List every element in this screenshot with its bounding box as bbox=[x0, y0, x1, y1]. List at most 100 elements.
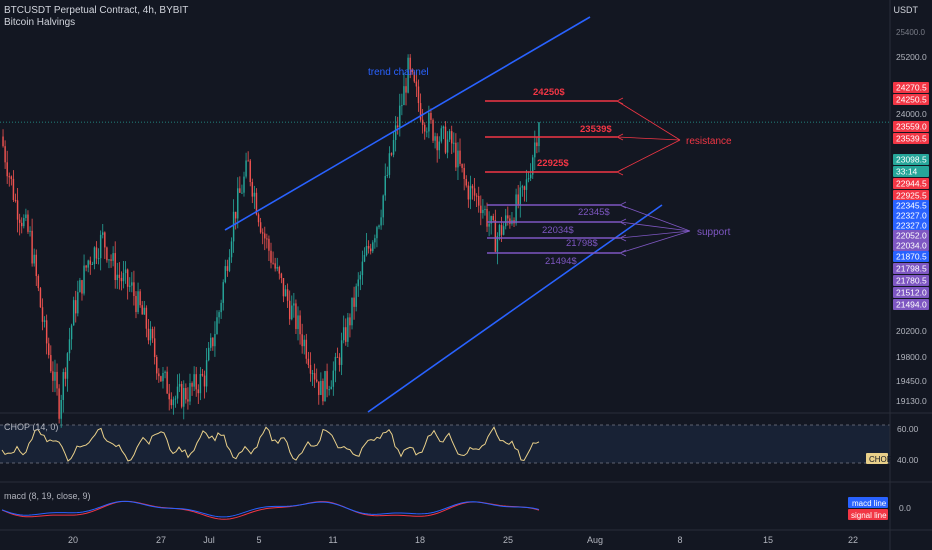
candle-body bbox=[174, 398, 177, 400]
candle-body bbox=[10, 176, 13, 179]
candle-body bbox=[407, 57, 409, 93]
candle-body bbox=[145, 307, 148, 329]
price-tag-bg bbox=[893, 190, 929, 201]
resistance-level-label: 23539$ bbox=[580, 124, 612, 135]
support-pointer bbox=[619, 230, 691, 239]
candle-body bbox=[212, 337, 214, 347]
candle-body bbox=[126, 269, 129, 287]
candle-body bbox=[54, 371, 56, 381]
candle-body bbox=[77, 292, 79, 314]
candle-body bbox=[342, 327, 345, 341]
candle-body bbox=[237, 188, 239, 219]
candle-body bbox=[133, 282, 135, 297]
price-tag-label: 23098.5 bbox=[896, 155, 927, 165]
price-tag-bg bbox=[893, 154, 929, 165]
candle-body bbox=[417, 86, 420, 104]
price-tag-bg bbox=[893, 178, 929, 189]
chop-label: CHOP (14, 0) bbox=[4, 422, 59, 432]
candle-body bbox=[369, 248, 372, 252]
support-level-label: 21494$ bbox=[545, 256, 577, 267]
price-tag-bg bbox=[893, 82, 929, 93]
candle-body bbox=[388, 153, 391, 175]
candle-body bbox=[122, 273, 125, 282]
support-level-label: 22034$ bbox=[542, 225, 574, 236]
candle-body bbox=[446, 139, 449, 153]
candle-body bbox=[438, 141, 440, 151]
candle-body bbox=[517, 194, 519, 205]
price-tag-bg bbox=[893, 133, 929, 144]
candle-body bbox=[72, 300, 75, 326]
price-tag-label: 22944.5 bbox=[896, 179, 927, 189]
candle-body bbox=[106, 247, 108, 261]
candle-body bbox=[264, 233, 266, 239]
candle-body bbox=[403, 86, 405, 106]
candle-body bbox=[307, 358, 310, 366]
candle-body bbox=[482, 209, 484, 214]
candle-body bbox=[432, 119, 434, 141]
candle-body bbox=[315, 379, 318, 382]
candle-body bbox=[301, 334, 303, 347]
candle-body bbox=[311, 373, 314, 375]
price-axis-tick: 19800.0 bbox=[896, 352, 927, 362]
candle-body bbox=[272, 262, 274, 264]
candle-body bbox=[415, 81, 418, 87]
candle-body bbox=[141, 305, 143, 315]
candle-body bbox=[189, 383, 191, 402]
price-tag-label: 21780.5 bbox=[896, 276, 927, 286]
candle-body bbox=[97, 258, 100, 260]
candle-body bbox=[471, 185, 474, 189]
candle-body bbox=[457, 150, 459, 168]
price-tag-label: 24250.5 bbox=[896, 95, 927, 105]
candle-body bbox=[162, 372, 164, 382]
candle-body bbox=[440, 128, 443, 142]
resistance-arrowhead bbox=[616, 97, 624, 105]
candle-body bbox=[243, 176, 245, 193]
candle-body bbox=[477, 195, 480, 206]
time-axis-tick: Jul bbox=[203, 535, 215, 545]
resistance-arrowhead bbox=[616, 133, 624, 141]
candle-body bbox=[336, 356, 339, 358]
candle-body bbox=[326, 371, 328, 390]
price-tag-bg bbox=[893, 240, 929, 251]
time-axis-tick: 8 bbox=[677, 535, 682, 545]
candle-body bbox=[355, 286, 357, 307]
candle-body bbox=[110, 259, 112, 261]
candle-body bbox=[382, 195, 384, 218]
support-level-label: 22345$ bbox=[578, 207, 610, 218]
candle-body bbox=[79, 280, 81, 293]
candle-body bbox=[12, 178, 15, 200]
candle-body bbox=[320, 380, 322, 395]
candle-body bbox=[48, 343, 50, 356]
candle-body bbox=[185, 388, 187, 400]
candle-body bbox=[87, 260, 89, 268]
candle-body bbox=[365, 245, 368, 256]
chop-axis-tick: 40.00 bbox=[897, 455, 919, 465]
candle-body bbox=[378, 225, 380, 228]
candle-body bbox=[129, 285, 131, 287]
candle-body bbox=[450, 131, 453, 144]
time-axis-tick: 20 bbox=[68, 535, 78, 545]
candle-body bbox=[340, 340, 343, 365]
candle-body bbox=[247, 160, 249, 162]
candle-body bbox=[380, 217, 382, 226]
price-tag-bg bbox=[893, 251, 929, 262]
candle-body bbox=[322, 380, 324, 402]
candle-body bbox=[149, 328, 152, 341]
candle-body bbox=[70, 325, 73, 340]
candle-body bbox=[52, 371, 54, 381]
candle-body bbox=[232, 211, 235, 242]
candle-body bbox=[444, 126, 447, 153]
candle-body bbox=[220, 302, 222, 313]
time-axis-tick: 27 bbox=[156, 535, 166, 545]
candle-body bbox=[334, 356, 337, 371]
candle-body bbox=[534, 142, 536, 158]
candle-body bbox=[21, 222, 23, 227]
candle-body bbox=[249, 160, 251, 183]
candle-body bbox=[372, 242, 374, 252]
candle-body bbox=[180, 383, 183, 407]
candle-body bbox=[234, 211, 237, 219]
candle-body bbox=[288, 300, 291, 320]
candle-body bbox=[353, 297, 355, 307]
candle-body bbox=[473, 188, 476, 196]
